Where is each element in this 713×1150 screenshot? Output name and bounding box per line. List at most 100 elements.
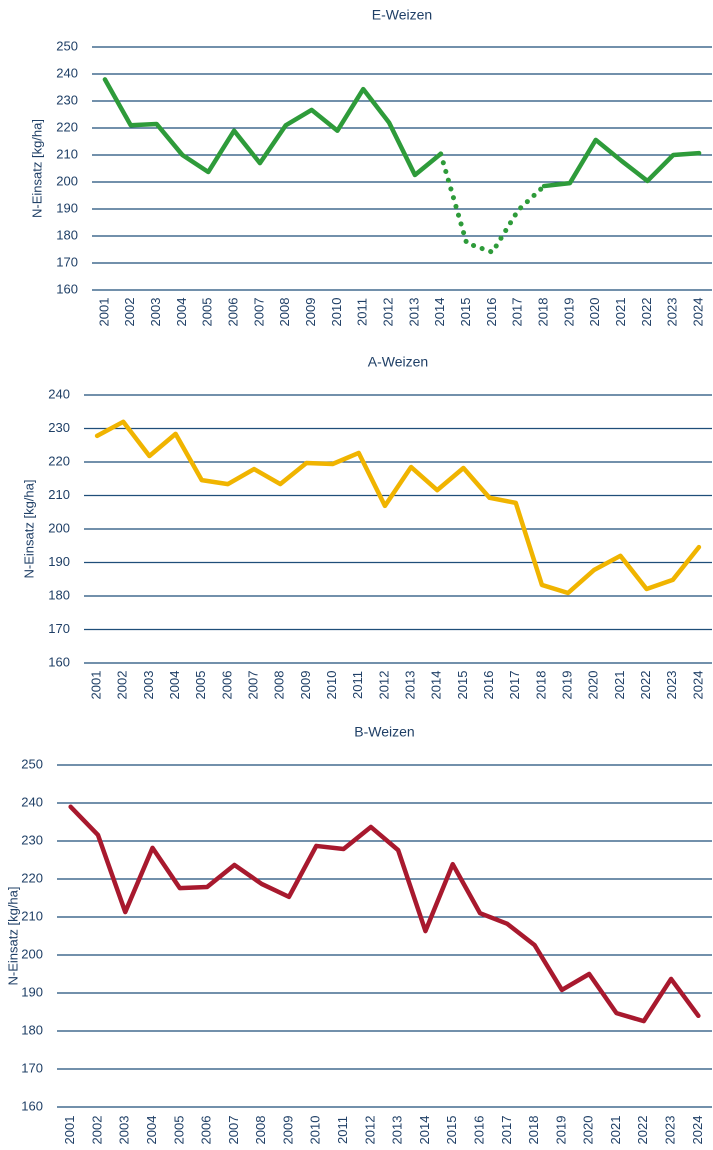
y-tick-label: 220 bbox=[56, 119, 78, 134]
x-tick-label: 2012 bbox=[362, 1116, 377, 1145]
x-tick-label: 2008 bbox=[277, 298, 292, 327]
x-tick-label: 2022 bbox=[639, 298, 654, 327]
y-tick-label: 160 bbox=[21, 1098, 43, 1113]
data-line bbox=[438, 151, 547, 255]
y-tick-label: 200 bbox=[48, 520, 70, 535]
x-tick-label: 2003 bbox=[148, 298, 163, 327]
x-tick-label: 2004 bbox=[144, 1116, 159, 1145]
x-tick-label: 2024 bbox=[691, 298, 706, 327]
x-tick-label: 2022 bbox=[638, 671, 653, 700]
y-tick-label: 230 bbox=[21, 832, 43, 847]
y-tick-label: 240 bbox=[21, 794, 43, 809]
y-tick-label: 220 bbox=[48, 453, 70, 468]
chart-title: E-Weizen bbox=[372, 7, 432, 23]
y-tick-label: 170 bbox=[56, 254, 78, 269]
x-tick-label: 2011 bbox=[355, 298, 370, 326]
y-tick-label: 160 bbox=[48, 654, 70, 669]
data-line bbox=[102, 77, 443, 178]
x-tick-label: 2011 bbox=[350, 671, 365, 699]
y-tick-label: 170 bbox=[48, 621, 70, 636]
x-tick-label: 2014 bbox=[417, 1116, 432, 1145]
x-tick-label: 2009 bbox=[298, 671, 313, 700]
x-tick-label: 2020 bbox=[586, 671, 601, 700]
x-tick-label: 2023 bbox=[663, 1116, 678, 1145]
x-tick-label: 2016 bbox=[471, 1116, 486, 1145]
y-tick-label: 200 bbox=[21, 946, 43, 961]
x-tick-label: 2019 bbox=[560, 671, 575, 700]
x-tick-label: 2020 bbox=[587, 298, 602, 327]
x-tick-label: 2010 bbox=[308, 1116, 323, 1145]
x-tick-label: 2006 bbox=[226, 298, 241, 327]
x-tick-label: 2005 bbox=[200, 298, 215, 327]
x-tick-label: 2013 bbox=[390, 1116, 405, 1145]
y-tick-label: 200 bbox=[56, 173, 78, 188]
y-tick-label: 190 bbox=[21, 984, 43, 999]
x-tick-label: 2005 bbox=[171, 1116, 186, 1145]
x-tick-label: 2022 bbox=[635, 1116, 650, 1145]
data-line bbox=[68, 804, 701, 1024]
y-tick-label: 210 bbox=[56, 146, 78, 161]
x-tick-label: 2021 bbox=[608, 1116, 623, 1145]
x-tick-label: 2002 bbox=[115, 671, 130, 700]
x-tick-label: 2002 bbox=[122, 298, 137, 327]
x-tick-label: 2018 bbox=[526, 1116, 541, 1145]
y-tick-label: 180 bbox=[21, 1022, 43, 1037]
x-tick-label: 2023 bbox=[664, 671, 679, 700]
x-tick-label: 2017 bbox=[507, 671, 522, 700]
y-tick-label: 170 bbox=[21, 1060, 43, 1075]
y-tick-label: 190 bbox=[48, 554, 70, 569]
x-tick-label: 2001 bbox=[96, 298, 111, 327]
x-tick-label: 2006 bbox=[219, 671, 234, 700]
x-tick-label: 2012 bbox=[376, 671, 391, 700]
x-tick-label: 2003 bbox=[141, 671, 156, 700]
x-tick-label: 2007 bbox=[251, 298, 266, 327]
y-tick-label: 180 bbox=[48, 587, 70, 602]
y-tick-label: 230 bbox=[56, 92, 78, 107]
x-tick-label: 2005 bbox=[193, 671, 208, 700]
x-tick-label: 2007 bbox=[226, 1116, 241, 1145]
x-tick-label: 2021 bbox=[613, 298, 628, 327]
x-tick-label: 2009 bbox=[303, 298, 318, 327]
x-tick-label: 2017 bbox=[499, 1116, 514, 1145]
y-tick-label: 220 bbox=[21, 870, 43, 885]
y-tick-label: 190 bbox=[56, 200, 78, 215]
x-tick-label: 2010 bbox=[324, 671, 339, 700]
x-tick-label: 2013 bbox=[406, 298, 421, 327]
x-tick-label: 2001 bbox=[89, 671, 104, 700]
x-tick-label: 2014 bbox=[429, 671, 444, 700]
x-tick-label: 2017 bbox=[510, 298, 525, 327]
data-line bbox=[541, 137, 702, 189]
x-tick-label: 2024 bbox=[690, 1116, 705, 1145]
y-tick-label: 180 bbox=[56, 227, 78, 242]
x-tick-label: 2016 bbox=[484, 298, 499, 327]
x-tick-label: 2023 bbox=[665, 298, 680, 327]
x-tick-label: 2008 bbox=[272, 671, 287, 700]
x-tick-label: 2004 bbox=[167, 671, 182, 700]
x-tick-label: 2015 bbox=[458, 298, 473, 327]
x-tick-label: 2003 bbox=[117, 1116, 132, 1145]
x-tick-label: 2013 bbox=[403, 671, 418, 700]
y-axis-label: N-Einsatz [kg/ha] bbox=[5, 887, 20, 986]
y-axis-label: N-Einsatz [kg/ha] bbox=[21, 480, 36, 579]
y-tick-label: 210 bbox=[48, 487, 70, 502]
x-tick-label: 2006 bbox=[199, 1116, 214, 1145]
x-tick-label: 2018 bbox=[533, 671, 548, 700]
x-tick-label: 2018 bbox=[536, 298, 551, 327]
chart-title: A-Weizen bbox=[368, 354, 428, 370]
x-tick-label: 2008 bbox=[253, 1116, 268, 1145]
y-tick-label: 250 bbox=[21, 756, 43, 771]
x-tick-label: 2002 bbox=[89, 1116, 104, 1145]
x-tick-label: 2011 bbox=[335, 1116, 350, 1144]
y-tick-label: 240 bbox=[48, 386, 70, 401]
chart-title: B-Weizen bbox=[354, 724, 414, 740]
x-tick-label: 2019 bbox=[553, 1116, 568, 1145]
x-tick-label: 2007 bbox=[246, 671, 261, 700]
y-tick-label: 160 bbox=[56, 281, 78, 296]
x-tick-label: 2015 bbox=[455, 671, 470, 700]
x-tick-label: 2014 bbox=[432, 298, 447, 327]
x-tick-label: 2016 bbox=[481, 671, 496, 700]
y-tick-label: 210 bbox=[21, 908, 43, 923]
y-tick-label: 240 bbox=[56, 65, 78, 80]
x-tick-label: 2021 bbox=[612, 671, 627, 700]
